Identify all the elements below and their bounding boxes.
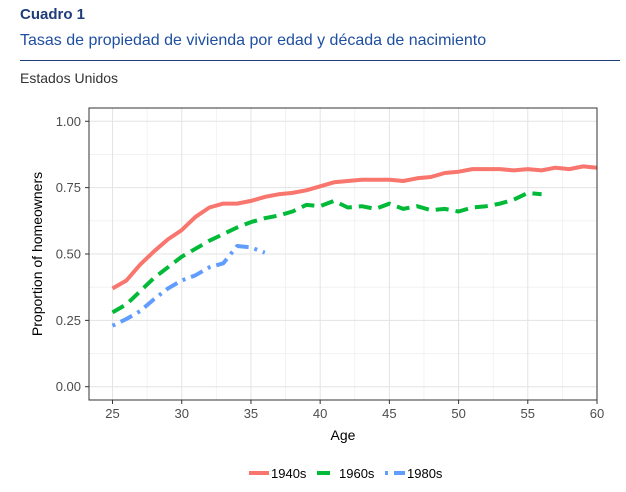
series-lines	[111, 164, 598, 328]
legend-label-1960s: 1960s	[339, 466, 375, 481]
y-tick-label: 0.25	[56, 313, 81, 328]
x-tick-label: 60	[590, 406, 604, 421]
y-tick-label: 0.75	[56, 180, 81, 195]
legend-label-1980s: 1980s	[407, 466, 443, 481]
x-tick-label: 35	[244, 406, 258, 421]
header-divider	[20, 60, 620, 61]
x-tick-label: 40	[313, 406, 327, 421]
y-tick-label: 0.50	[56, 247, 81, 262]
y-tick-label: 0.00	[56, 379, 81, 394]
figure-number: Cuadro 1	[20, 6, 86, 23]
y-tick-label: 1.00	[56, 114, 81, 129]
series-line-1980s	[111, 244, 266, 328]
y-axis-label: Proportion of homeowners	[29, 172, 45, 336]
legend-label-1940s: 1940s	[271, 466, 307, 481]
grid-lines	[89, 108, 598, 400]
x-tick-label: 55	[521, 406, 535, 421]
series-line-1940s	[111, 164, 598, 291]
legend: 1940s 1960s 1980s	[249, 466, 443, 481]
region-label: Estados Unidos	[20, 70, 119, 86]
x-tick-label: 25	[105, 406, 119, 421]
x-tick-label: 45	[382, 406, 396, 421]
series-line-1960s	[111, 190, 542, 315]
x-tick-label: 50	[451, 406, 465, 421]
figure-subtitle: Tasas de propiedad de vivienda por edad …	[20, 32, 487, 49]
x-axis-label: Age	[331, 427, 356, 443]
x-tick-label: 30	[175, 406, 189, 421]
tick-labels: 25 30 35 40 45 50 55 60 0.00 0.25 0.50 0.75 1.00	[56, 114, 605, 421]
